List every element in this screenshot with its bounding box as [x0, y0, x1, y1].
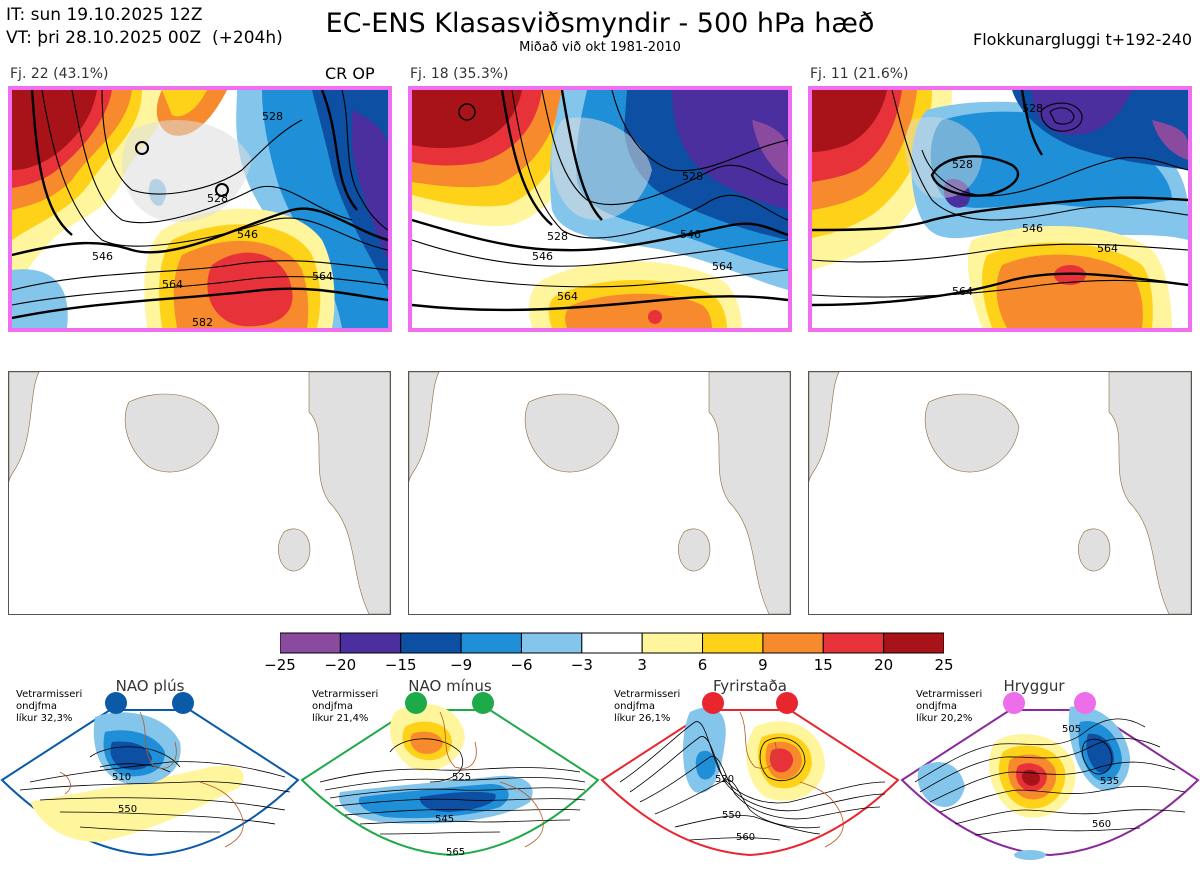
colorbar-segment [460, 632, 522, 654]
regime-nao-plus-map: 510 550 [0, 709, 300, 857]
regime-nao-minus-note: Vetrarmisseri ondjfma líkur 21,4% [312, 689, 379, 724]
header-info: IT: sun 19.10.2025 12Z VT: þri 28.10.2025… [6, 4, 283, 50]
colorbar-tick-label: 6 [697, 656, 708, 674]
regime-blocking-dot-1 [702, 692, 724, 714]
regime-nao-minus-dot-2 [472, 692, 494, 714]
blocking-label-b: 550 [722, 810, 741, 821]
blocking-label-a: 520 [715, 774, 734, 785]
empty-map-3 [808, 371, 1192, 615]
empty-map-1 [8, 371, 391, 615]
regime-blocking-title: Fyrirstaða [713, 677, 787, 695]
colorbar-segment [822, 632, 885, 654]
c1-contour-label-5: 546 [237, 228, 258, 241]
regime-ridge-dot-1 [1003, 692, 1025, 714]
c1-contour-label-7: 528 [207, 192, 228, 205]
nao-plus-label-b: 550 [118, 804, 137, 815]
c3-contour-label-5: 528 [1022, 102, 1043, 115]
colorbar-tick-label: −25 [264, 656, 296, 674]
c3-contour-label-4: 564 [952, 285, 973, 298]
classification-window: Flokkunargluggi t+192-240 [973, 30, 1192, 49]
ridge-label-a: 505 [1062, 724, 1081, 735]
colorbar-tick-label: −9 [450, 656, 473, 674]
regime-ridge-dot-2 [1074, 692, 1096, 714]
page-subtitle: Miðað við okt 1981-2010 [519, 40, 681, 55]
c1-contour-label-6: 564 [312, 270, 333, 283]
colorbar-tick-label: −3 [570, 656, 593, 674]
regime-ridge-map: 505 535 560 [900, 706, 1200, 860]
c3-contour-label-3: 564 [1097, 242, 1118, 255]
initial-time: IT: sun 19.10.2025 12Z [6, 5, 203, 25]
ridge-label-c: 560 [1092, 819, 1111, 830]
c3-contour-label-2: 546 [1022, 222, 1043, 235]
colorbar-segment [762, 632, 824, 654]
regime-nao-plus-note: Vetrarmisseri ondjfma líkur 32,3% [16, 689, 83, 724]
colorbar-segment [883, 632, 944, 654]
regime-ridge-title: Hryggur [1003, 677, 1065, 695]
c2-contour-label-6: 528 [682, 170, 703, 183]
nao-plus-label-a: 510 [112, 772, 131, 783]
colorbar-tick-label: 15 [813, 656, 833, 674]
colorbar-tick-label: 25 [934, 656, 954, 674]
colorbar [280, 632, 944, 654]
colorbar-tick-label: 20 [874, 656, 894, 674]
nao-minus-label-b: 545 [435, 814, 454, 825]
c1-contour-label-2: 564 [162, 278, 183, 291]
ridge-label-b: 535 [1100, 776, 1119, 787]
empty-map-2 [408, 371, 791, 615]
c2-contour-label-4: 546 [680, 228, 701, 241]
cluster-3-map: 528 546 564 564 528 [808, 86, 1192, 332]
colorbar-segment [702, 632, 764, 654]
regime-blocking-note: Vetrarmisseri ondjfma líkur 26,1% [614, 689, 681, 724]
c3-contour-label-1: 528 [952, 158, 973, 171]
colorbar-segment [520, 632, 583, 654]
cluster-1-map: 546 564 582 528 546 564 528 [8, 86, 392, 332]
blocking-label-c: 560 [736, 832, 755, 843]
cluster-1-field: 546 564 582 528 546 564 528 [12, 90, 388, 328]
cluster-3-field: 528 546 564 564 528 [812, 90, 1188, 328]
regime-nao-minus-title: NAO mínus [408, 677, 492, 695]
valid-time: VT: þri 28.10.2025 00Z (+204h) [6, 28, 283, 48]
c2-contour-label-3: 564 [557, 290, 578, 303]
colorbar-tick-label: 3 [637, 656, 647, 674]
colorbar-segment [280, 632, 341, 654]
colorbar-segment [641, 632, 704, 654]
colorbar-segment [400, 632, 462, 654]
nao-minus-label-c: 565 [446, 847, 465, 858]
crop-op-label: CR OP [325, 64, 375, 83]
regime-nao-plus-dot-1 [105, 692, 127, 714]
cluster-2-map: 546 528 564 546 564 528 [408, 86, 792, 332]
regime-nao-minus-dot-1 [405, 692, 427, 714]
cluster-2-field: 546 528 564 546 564 528 [412, 90, 788, 328]
nao-minus-label-a: 525 [452, 772, 471, 783]
regime-ridge-note: Vetrarmisseri ondjfma líkur 20,2% [916, 689, 983, 724]
c1-contour-label-4: 528 [262, 110, 283, 123]
regime-nao-minus-map: 525 545 565 [300, 704, 600, 858]
cluster-2-label: Fj. 18 (35.3%) [410, 66, 509, 82]
colorbar-tick-label: −20 [324, 656, 357, 674]
c1-contour-label-1: 546 [92, 250, 113, 263]
c2-contour-label-5: 564 [712, 260, 733, 273]
regime-nao-plus-title: NAO plús [115, 677, 185, 695]
cluster-3-label: Fj. 11 (21.6%) [810, 66, 909, 82]
cluster-1-label: Fj. 22 (43.1%) [10, 66, 109, 82]
regime-nao-plus-dot-2 [172, 692, 194, 714]
regime-blocking-dot-2 [776, 692, 798, 714]
colorbar-segment [339, 632, 402, 654]
colorbar-tick-label: −6 [510, 656, 533, 674]
c2-contour-label-1: 546 [532, 250, 553, 263]
regime-blocking-map: 520 550 560 [600, 707, 900, 857]
colorbar-segment [581, 632, 643, 654]
c2-contour-label-2: 528 [547, 230, 568, 243]
colorbar-tick-label: −15 [384, 656, 417, 674]
page-title: EC-ENS Klasasviðsmyndir - 500 hPa hæð [325, 8, 875, 39]
c1-contour-label-3: 582 [192, 316, 213, 328]
colorbar-tick-label: 9 [758, 656, 768, 674]
